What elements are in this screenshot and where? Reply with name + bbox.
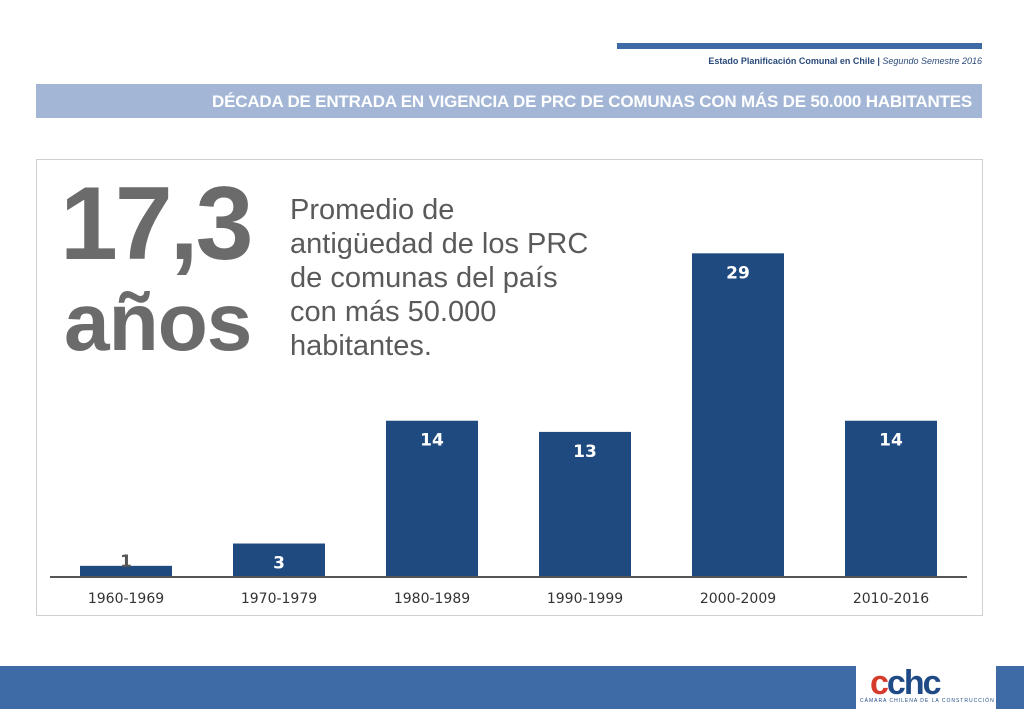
bar-1990-1999 [539, 431, 631, 577]
data-label-1970-1979: 3 [273, 554, 285, 574]
tick-label-2000-2009: 2000-2009 [700, 591, 776, 607]
average-caption: Promedio de antigüedad de los PRC de com… [290, 194, 589, 362]
data-label-1990-1999: 13 [573, 442, 597, 462]
chart-panel [36, 159, 983, 616]
bar-2010-2016 [845, 420, 937, 577]
caption-separator: | [877, 56, 880, 66]
average-unit: años [64, 277, 252, 368]
tick-label-1960-1969: 1960-1969 [88, 591, 164, 607]
cchc-logo: cchc CÁMARA CHILENA DE LA CONSTRUCCIÓN [856, 666, 996, 709]
bar-2000-2009 [692, 253, 784, 578]
report-caption: Estado Planificación Comunal en Chile | … [708, 56, 982, 66]
footer-band [0, 666, 1024, 709]
title-band: DÉCADA DE ENTRADA EN VIGENCIA DE PRC DE … [36, 84, 982, 118]
header-rule [617, 43, 982, 49]
data-label-1980-1989: 14 [420, 431, 444, 451]
tick-label-2010-2016: 2010-2016 [853, 591, 929, 607]
bar-1970-1979 [233, 543, 325, 577]
data-label-2000-2009: 29 [726, 263, 750, 283]
bar-1980-1989 [386, 420, 478, 577]
logo-subtitle: CÁMARA CHILENA DE LA CONSTRUCCIÓN [860, 698, 995, 704]
data-label-1960-1969: 1 [120, 552, 132, 572]
logo-text: chc [886, 664, 942, 702]
data-label-2010-2016: 14 [879, 431, 903, 451]
tick-label-1970-1979: 1970-1979 [241, 591, 317, 607]
average-value: 17,3 [60, 166, 253, 282]
report-name: Estado Planificación Comunal en Chile [708, 56, 875, 66]
tick-label-1980-1989: 1980-1989 [394, 591, 470, 607]
logo-mark: cchc [870, 664, 942, 702]
bar-1960-1969 [80, 565, 172, 577]
report-period: Segundo Semestre 2016 [882, 56, 982, 66]
tick-label-1990-1999: 1990-1999 [547, 591, 623, 607]
slide-title: DÉCADA DE ENTRADA EN VIGENCIA DE PRC DE … [212, 92, 972, 111]
